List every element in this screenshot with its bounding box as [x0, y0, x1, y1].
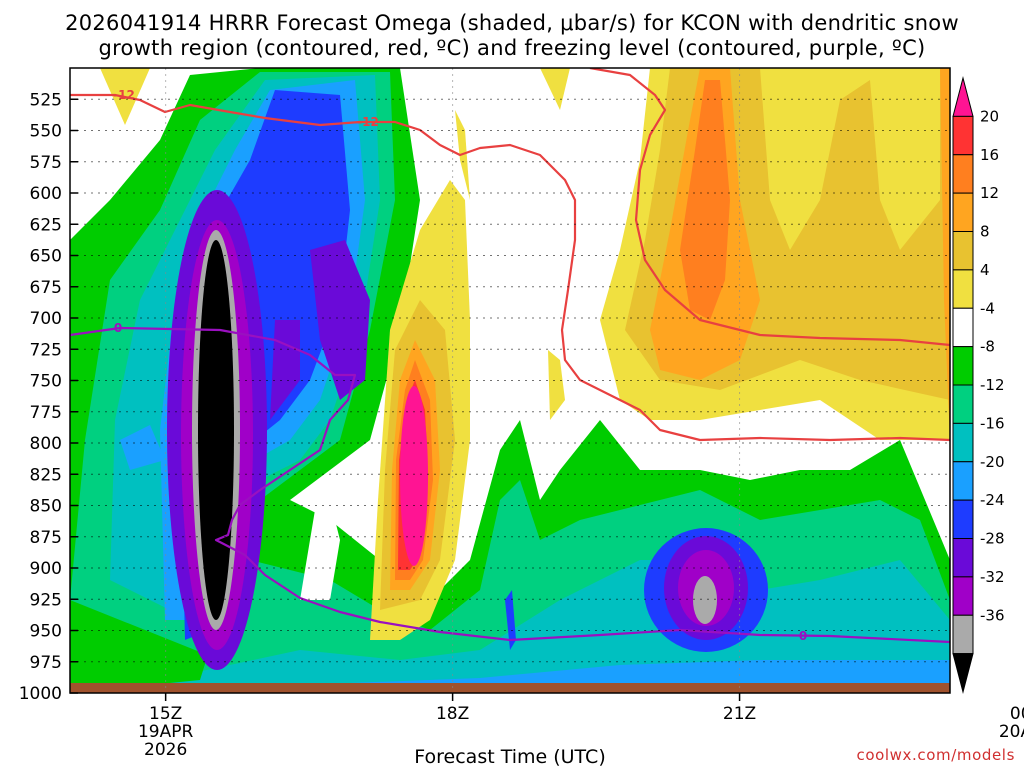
colorbar-label--36: -36 [980, 606, 1005, 624]
y-tick-label-600: 600 [30, 184, 62, 204]
colorbar-label--28: -28 [980, 530, 1005, 548]
y-tick-label-700: 700 [30, 309, 62, 329]
colorbar-label--12: -12 [980, 376, 1005, 394]
dgz-label-left: -12 [113, 88, 135, 102]
y-tick-label-875: 875 [30, 528, 62, 548]
colorbar-label--8: -8 [980, 338, 995, 356]
freezing-level-contour [70, 326, 950, 644]
colorbar-label-12: 12 [980, 184, 999, 202]
ascent-sky-patch [120, 425, 165, 470]
chart-title-line1: 2026041914 HRRR Forecast Omega (shaded, … [65, 11, 959, 35]
grid-lines [70, 68, 950, 694]
y-tick-label-675: 675 [30, 278, 62, 298]
colorbar-segment-9 [952, 422, 974, 463]
right-dorange [680, 80, 730, 320]
y-tick-label-750: 750 [30, 372, 62, 392]
x-date-label-15Z: 19APR [138, 722, 194, 742]
dgz-contour-upper [589, 68, 950, 347]
right-edge-orange [940, 68, 950, 440]
colorbar-bottom-triangle [952, 653, 974, 694]
credit-text: coolwx.com/models [857, 746, 1016, 764]
colorbar-segment-8 [952, 384, 974, 424]
x-tick-label-00Z: 00Z [1010, 704, 1024, 724]
y-tick-label-950: 950 [30, 622, 62, 642]
colorbar-segment-14 [952, 614, 974, 655]
core-black [198, 240, 234, 620]
freezing-label-left: 0 [114, 321, 122, 335]
x-tick-label-15Z: 15Z [149, 704, 182, 724]
colorbar-label-8: 8 [980, 223, 990, 241]
blue-sliver [505, 590, 516, 650]
ascent-violet-mid [270, 320, 300, 420]
dgz-contour-lower [70, 93, 950, 442]
x-year-label-15Z: 2026 [144, 740, 187, 760]
dgz-label-mid: -12 [357, 115, 379, 129]
colorbar-label-20: 20 [980, 107, 999, 125]
colorbar-segment-3 [952, 192, 974, 232]
x-date-label-00Z: 20APR [999, 722, 1024, 742]
streak-yellow-low-mid [548, 350, 565, 420]
colorbar-label--20: -20 [980, 453, 1005, 471]
core2-gray [693, 576, 717, 624]
colorbar-segment-10 [952, 461, 974, 501]
streak-yellow-top-mid [540, 68, 570, 110]
colorbar-segment-4 [952, 231, 974, 271]
gap-white [300, 500, 340, 600]
y-tick-label-575: 575 [30, 153, 62, 173]
colorbar-segment-2 [952, 154, 974, 194]
ascent-violet-upper [310, 240, 370, 400]
y-tick-label-1000: 1000 [19, 684, 62, 704]
y-tick-label-850: 850 [30, 497, 62, 517]
colorbar-segment-5 [952, 269, 974, 309]
colorbar-segment-11 [952, 499, 974, 539]
y-tick-label-925: 925 [30, 590, 62, 610]
y-tick-label-825: 825 [30, 465, 62, 485]
colorbar-segment-6 [952, 307, 974, 348]
colorbar-segment-1 [952, 115, 974, 156]
terrain-strip [70, 683, 950, 693]
contour-layer: -12 -12 0 0 [70, 68, 950, 644]
x-tick-label-18Z: 18Z [436, 704, 469, 724]
colorbar-label--32: -32 [980, 568, 1005, 586]
x-axis-ticks: 15Z19APR202618Z21Z00Z20APR03Z06Z [138, 693, 1024, 760]
x-tick-label-21Z: 21Z [723, 704, 756, 724]
y-tick-label-650: 650 [30, 247, 62, 267]
y-tick-label-975: 975 [30, 653, 62, 673]
colorbar-segment-7 [952, 346, 974, 386]
y-tick-label-800: 800 [30, 434, 62, 454]
colorbar-label-16: 16 [980, 146, 999, 164]
colorbar-segment-12 [952, 538, 974, 578]
y-tick-label-900: 900 [30, 559, 62, 579]
freezing-label-right: 0 [799, 629, 807, 643]
omega-shaded-field [70, 68, 950, 693]
y-tick-label-550: 550 [30, 122, 62, 142]
x-axis-label: Forecast Time (UTC) [414, 746, 605, 768]
colorbar-label--24: -24 [980, 491, 1005, 509]
chart-title-line2: growth region (contoured, red, ºC) and f… [98, 36, 925, 60]
y-tick-label-775: 775 [30, 403, 62, 423]
colorbar-segment-13 [952, 576, 974, 616]
subsidence-pink [400, 386, 428, 566]
colorbar: 20 16 12 8 4 -4 -8 -12 -16 -20 -24 -28 -32 -36 [952, 76, 1005, 694]
colorbar-label--4: -4 [980, 299, 995, 317]
y-tick-label-525: 525 [30, 90, 62, 110]
y-tick-label-625: 625 [30, 215, 62, 235]
colorbar-top-triangle [952, 76, 974, 117]
colorbar-label-4: 4 [980, 261, 990, 279]
y-tick-label-725: 725 [30, 340, 62, 360]
colorbar-label--16: -16 [980, 414, 1005, 432]
y-axis-ticks: 525 550 575 600 625 650 675 700 725 750 775 800 825 8… [19, 90, 78, 704]
